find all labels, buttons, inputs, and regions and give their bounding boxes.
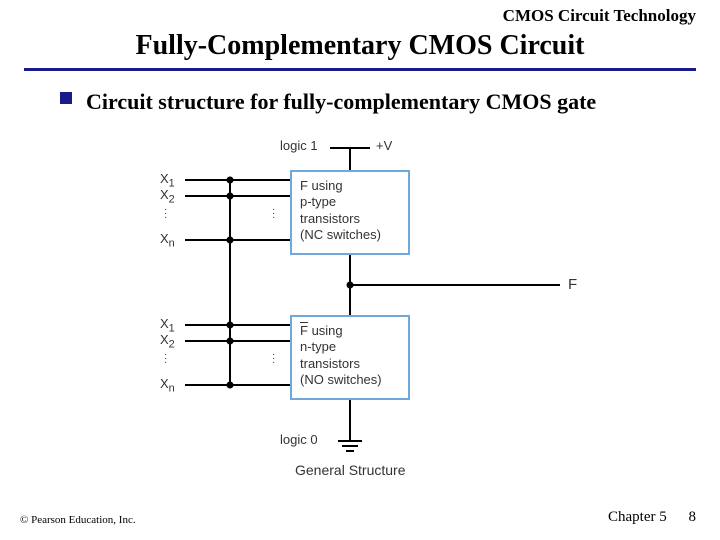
footer-chapter: Chapter 5 [608,509,667,525]
cmos-structure-diagram: logic 1+VF usingp-typetransistors(NC swi… [130,140,590,500]
footer-right: Chapter 5 8 [608,509,696,526]
bullet-marker [60,92,72,104]
title-rule [24,68,696,71]
slide-title: Fully-Complementary CMOS Circuit [0,30,720,62]
header-topic: CMOS Circuit Technology [503,6,696,26]
pmos-network-box: F usingp-typetransistors(NC switches) [290,170,410,255]
bullet-row: Circuit structure for fully-complementar… [60,88,660,117]
bullet-text: Circuit structure for fully-complementar… [86,88,660,117]
footer-copyright: © Pearson Education, Inc. [20,514,136,526]
nmos-network-box: F usingn-typetransistors(NO switches) [290,315,410,400]
footer-page: 8 [689,509,697,525]
